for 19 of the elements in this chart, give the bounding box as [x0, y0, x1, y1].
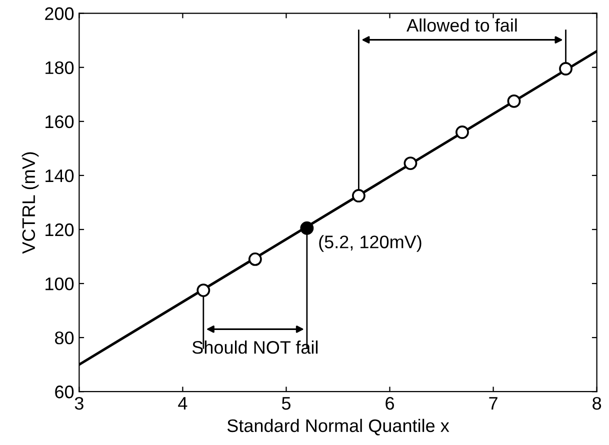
y-axis-title: VCTRL (mV) [22, 152, 39, 254]
y-tick-label: 140 [46, 169, 74, 182]
x-tick-label: 5 [282, 397, 290, 410]
annotation: Allowed to fail [406, 18, 517, 32]
y-tick-label: 120 [46, 223, 74, 236]
x-tick-label: 3 [74, 396, 84, 410]
x-tick-label: 4 [178, 397, 188, 410]
y-tick-label: 180 [46, 61, 74, 74]
annotation: (5.2, 120mV) [319, 235, 422, 252]
x-tick-label: 7 [489, 397, 498, 410]
y-tick-label: 200 [45, 7, 74, 20]
y-tick-label: 160 [46, 115, 74, 128]
x-axis-title: Standard Normal Quantile x [227, 418, 450, 436]
x-tick-label: 8 [592, 396, 602, 410]
x-tick-label: 6 [386, 396, 394, 410]
y-tick-label: 80 [55, 332, 74, 344]
y-tick-label: 100 [46, 277, 74, 290]
annotation: Should NOT fail [192, 340, 318, 354]
y-tick-label: 60 [55, 386, 74, 398]
